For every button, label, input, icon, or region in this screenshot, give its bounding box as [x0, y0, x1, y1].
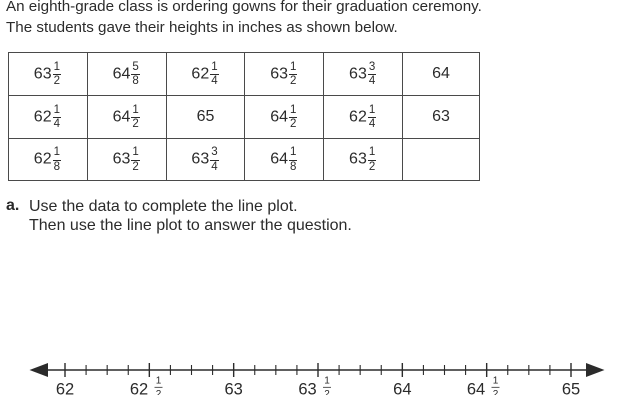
svg-text:62: 62: [130, 381, 148, 396]
svg-text:63: 63: [298, 381, 316, 396]
svg-text:2: 2: [324, 389, 330, 395]
svg-text:1: 1: [324, 376, 330, 387]
svg-text:64: 64: [467, 381, 485, 396]
svg-text:2: 2: [493, 389, 499, 395]
svg-text:63: 63: [224, 381, 242, 396]
svg-text:62: 62: [56, 381, 74, 396]
svg-text:1: 1: [156, 376, 162, 387]
svg-text:65: 65: [562, 381, 580, 396]
svg-text:2: 2: [156, 389, 162, 395]
svg-text:1: 1: [493, 376, 499, 387]
svg-text:64: 64: [393, 381, 411, 396]
